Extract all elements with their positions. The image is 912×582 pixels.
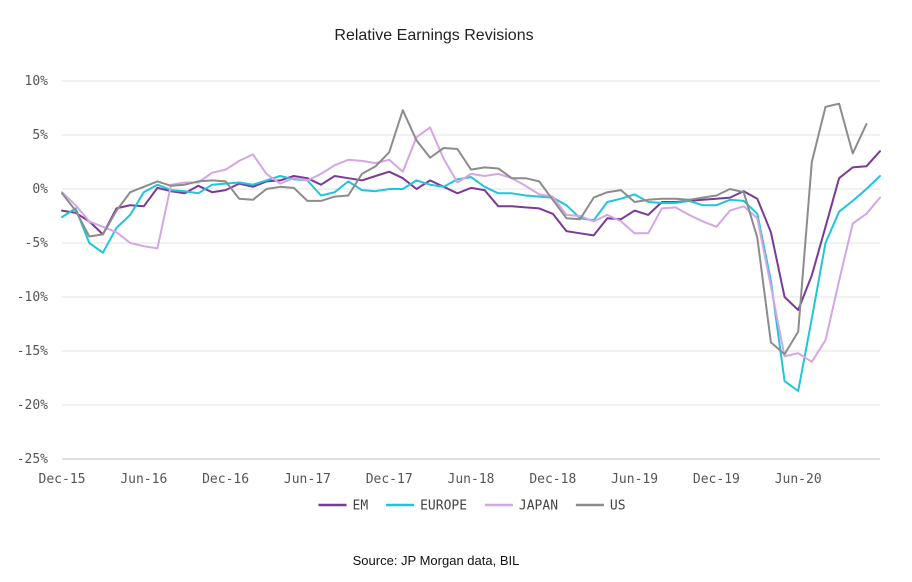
legend: EM EUROPE JAPAN US (318, 499, 626, 514)
x-axis-ticks: Dec-15 Jun-16 Dec-16 Jun-17 Dec-17 Jun-18 Dec-… (39, 472, 822, 487)
legend-label: US (610, 499, 626, 514)
x-tick-label: Jun-19 (611, 472, 658, 487)
legend-label: EUROPE (420, 499, 467, 514)
x-tick-label: Jun-18 (448, 472, 495, 487)
x-tick-label: Dec-17 (366, 472, 413, 487)
y-tick-label: -5% (25, 236, 49, 251)
y-tick-label: 10% (25, 74, 49, 89)
legend-label: EM (353, 499, 369, 514)
legend-item-us: US (575, 499, 626, 514)
y-tick-label: 0% (32, 182, 48, 197)
x-tick-label: Jun-16 (120, 472, 167, 487)
y-tick-label: -25% (17, 452, 48, 467)
x-tick-label: Jun-17 (284, 472, 331, 487)
legend-item-em: EM (318, 499, 369, 514)
y-tick-label: 5% (32, 128, 48, 143)
x-tick-label: Dec-18 (529, 472, 576, 487)
legend-item-japan: JAPAN (484, 499, 558, 514)
x-tick-label: Dec-19 (693, 472, 740, 487)
y-tick-label: -10% (17, 290, 48, 305)
x-tick-label: Dec-16 (202, 472, 249, 487)
series-lines (61, 102, 881, 392)
series-line-us (61, 102, 868, 356)
source-note: Source: JP Morgan data, BIL (353, 553, 520, 568)
x-tick-label: Jun-20 (775, 472, 822, 487)
legend-label: JAPAN (519, 499, 558, 514)
grid-lines (62, 80, 880, 460)
series-line-europe (61, 175, 881, 392)
legend-item-europe: EUROPE (386, 499, 467, 514)
series-line-japan (61, 126, 881, 363)
y-tick-label: -20% (17, 398, 48, 413)
x-tick-label: Dec-15 (39, 472, 86, 487)
chart-title: Relative Earnings Revisions (334, 27, 533, 44)
y-tick-label: -15% (17, 344, 48, 359)
y-axis-ticks: 10% 5% 0% -5% -10% -15% -20% -25% (17, 74, 48, 467)
